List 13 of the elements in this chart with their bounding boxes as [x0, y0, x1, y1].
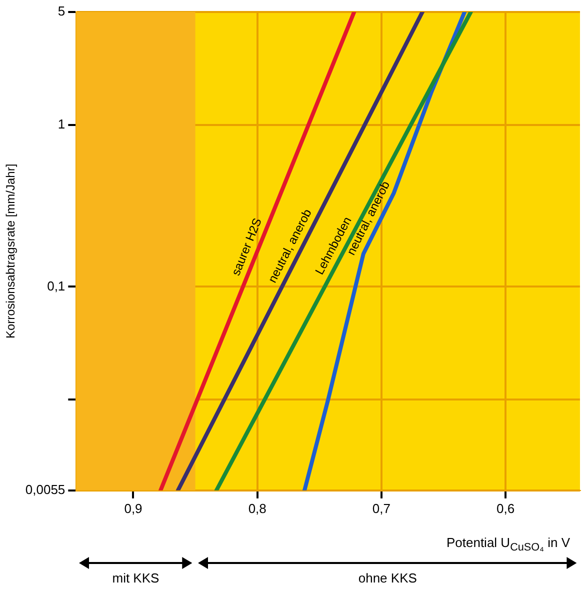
x-axis-title: Potential U$_{CuSO₄}$ in V [446, 535, 570, 554]
y-tick-label: 0,1 [47, 278, 66, 294]
x-tick-label: 0,6 [496, 500, 515, 516]
text: mit KKS [112, 570, 160, 586]
y-tick-label: 0,0055 [25, 482, 66, 497]
text: saurer H2S [228, 216, 264, 278]
x-tick-label: 0,8 [248, 500, 266, 516]
x-tick-label: 0,7 [372, 500, 390, 516]
y-tick-label: 5 [58, 4, 66, 19]
x-tick-label: 0,9 [124, 500, 142, 516]
y-axis-title: Korrosionsabtragsrate [mm/Jahr] [4, 164, 18, 339]
text: ohne KKS [358, 570, 417, 586]
y-tick-label: 1 [58, 116, 66, 132]
